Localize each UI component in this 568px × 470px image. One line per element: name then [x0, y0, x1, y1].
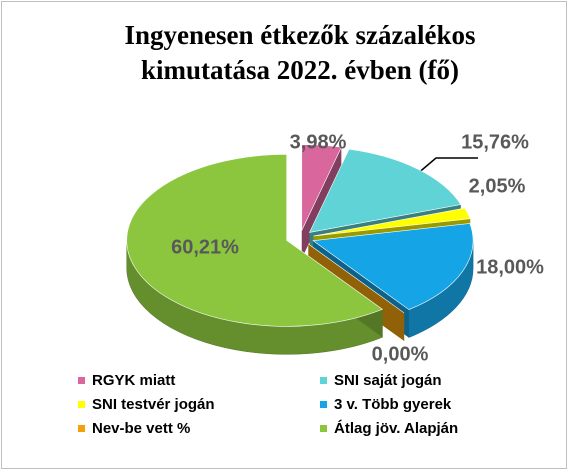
- data-label: 0,00%: [372, 343, 429, 365]
- data-label: 18,00%: [476, 256, 544, 278]
- legend-swatch: [78, 377, 85, 384]
- legend-label: RGYK miatt: [92, 372, 175, 389]
- legend-label: Nev-be vett %: [92, 420, 190, 437]
- legend-label: SNI saját jogán: [334, 372, 442, 389]
- legend-swatch: [78, 425, 85, 432]
- slice: [308, 148, 462, 233]
- legend-swatch: [320, 401, 327, 408]
- slice: [126, 154, 384, 327]
- chart-title: Ingyenesen étkezők százalékos: [125, 20, 476, 50]
- legend-label: Átlag jöv. Alapján: [334, 420, 458, 437]
- legend-swatch: [78, 401, 85, 408]
- data-label: 15,76%: [461, 131, 529, 153]
- data-label: 3,98%: [290, 131, 347, 153]
- slice: [313, 207, 471, 237]
- slice: [312, 223, 474, 310]
- data-label: 2,05%: [469, 175, 526, 197]
- chart-title: kimutatása 2022. évben (fő): [141, 55, 459, 85]
- legend-swatch: [320, 425, 327, 432]
- legend-label: 3 v. Több gyerek: [334, 396, 452, 413]
- legend-label: SNI testvér jogán: [92, 396, 215, 413]
- slice: [308, 243, 405, 314]
- data-label: 60,21%: [171, 236, 239, 258]
- legend-swatch: [320, 377, 327, 384]
- slice: [301, 144, 342, 231]
